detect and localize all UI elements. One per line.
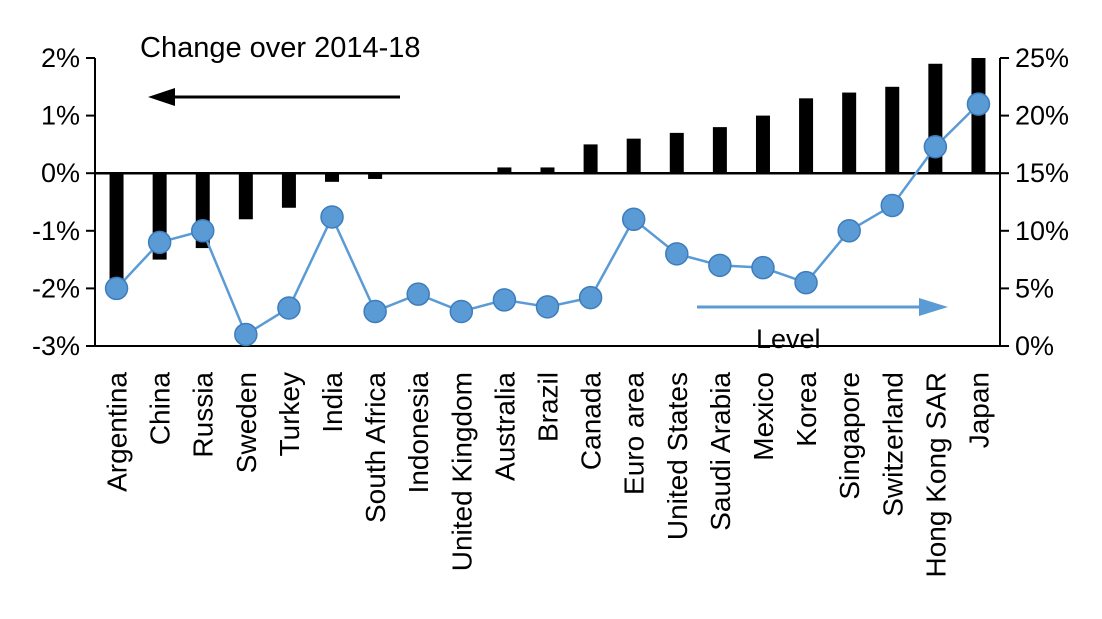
bar xyxy=(669,132,684,174)
category-label: Switzerland xyxy=(877,372,908,517)
left-axis-tick-label: -1% xyxy=(32,216,80,246)
right-axis-tick-label: 10% xyxy=(1015,216,1069,246)
line-marker xyxy=(277,296,301,320)
line-marker xyxy=(578,285,603,310)
category-label: Japan xyxy=(963,372,994,448)
left-axis-tick-label: 1% xyxy=(41,101,80,131)
category-label: Turkey xyxy=(274,372,305,457)
annotation-level: Level xyxy=(756,324,821,354)
line-marker xyxy=(147,230,172,255)
category-label: Mexico xyxy=(748,372,779,461)
category-label: Indonesia xyxy=(403,372,434,494)
line-marker xyxy=(190,219,215,243)
line-marker xyxy=(751,255,775,280)
line-marker xyxy=(837,219,861,243)
category-label: United States xyxy=(662,372,693,540)
line-marker xyxy=(708,253,732,278)
bar xyxy=(238,173,253,220)
category-label: Korea xyxy=(791,372,822,447)
level-arrow-right-icon xyxy=(919,298,948,316)
bar xyxy=(325,173,340,182)
right-axis-tick-label: 25% xyxy=(1015,43,1069,73)
right-axis-tick-label: 5% xyxy=(1015,273,1054,303)
category-label: Hong Kong SAR xyxy=(920,372,951,577)
line-marker xyxy=(492,288,517,312)
line-marker xyxy=(320,205,344,229)
right-axis-tick-label: 0% xyxy=(1015,331,1054,361)
line-marker xyxy=(104,276,129,301)
left-axis-tick-label: 2% xyxy=(41,43,80,73)
line-marker xyxy=(406,282,430,306)
category-label: South Africa xyxy=(360,372,391,523)
line-marker xyxy=(363,299,387,324)
line-marker xyxy=(449,299,474,324)
category-label: Russia xyxy=(188,372,219,458)
line-marker xyxy=(535,295,560,319)
category-label: Saudi Arabia xyxy=(705,372,736,531)
right-axis-tick-label: 15% xyxy=(1015,158,1069,188)
bar xyxy=(755,115,770,174)
line-marker xyxy=(665,242,689,266)
category-label: Argentina xyxy=(102,372,133,492)
bar xyxy=(540,167,555,174)
category-label: Sweden xyxy=(231,372,262,473)
bar xyxy=(109,173,124,283)
category-label: Euro area xyxy=(619,372,650,495)
annotation-change-over-2014-18: Change over 2014-18 xyxy=(140,32,421,64)
bar xyxy=(712,127,727,174)
category-label: Canada xyxy=(576,372,607,471)
category-label: India xyxy=(317,372,348,433)
bar xyxy=(885,86,900,174)
line-marker xyxy=(621,207,646,232)
bar xyxy=(799,98,814,174)
line-marker xyxy=(794,270,818,295)
left-axis-tick-label: -2% xyxy=(32,273,80,303)
bar xyxy=(497,167,512,174)
line-marker xyxy=(966,92,991,116)
category-label: United Kingdom xyxy=(446,372,477,571)
left-axis-tick-label: 0% xyxy=(41,158,80,188)
line-marker xyxy=(234,322,258,347)
bar xyxy=(626,138,641,174)
bar xyxy=(281,173,296,208)
right-axis-tick-label: 20% xyxy=(1015,101,1069,131)
bar xyxy=(368,173,383,179)
category-label: Singapore xyxy=(834,372,865,500)
line-marker xyxy=(880,193,905,218)
category-label: Brazil xyxy=(533,372,564,442)
bar xyxy=(583,144,598,174)
category-label: Australia xyxy=(489,372,520,481)
bar xyxy=(842,92,857,174)
category-label: China xyxy=(145,372,176,446)
left-axis-tick-label: -3% xyxy=(32,331,80,361)
change-arrow-left-icon xyxy=(148,88,175,106)
line-marker xyxy=(923,134,948,159)
